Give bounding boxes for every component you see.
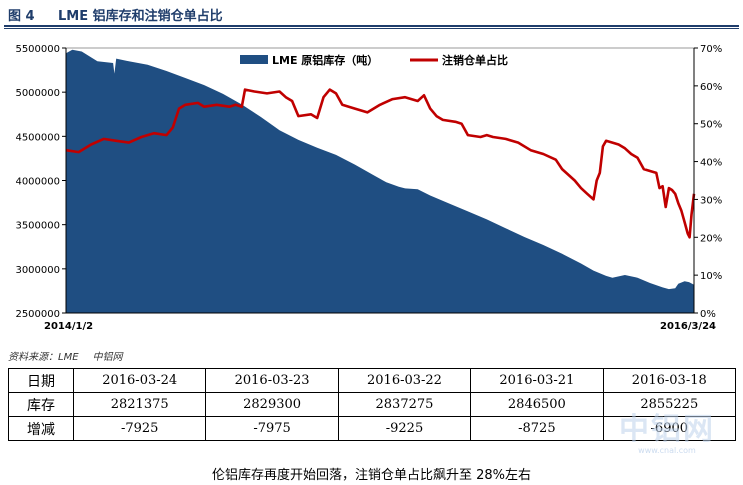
right-tick-label: 50% [700,120,722,131]
figure-number: 图 4 [8,9,35,24]
left-tick-label: 5500000 [15,44,60,55]
table-cell: 2821375 [72,392,207,417]
left-tick-label: 5000000 [15,88,60,99]
row-header: 日期 [8,368,74,393]
left-tick-label: 3500000 [15,221,60,232]
inventory-table: 日期 2016-03-24 2016-03-23 2016-03-22 2016-03-… [8,368,737,441]
row-header: 库存 [8,392,74,417]
table-cell: 2016-03-21 [470,368,604,393]
header-divider [4,25,739,27]
table-cell: -7975 [205,416,339,441]
table-cell: 2016-03-22 [337,368,472,393]
cancelled-warrants-line [65,88,696,239]
table-cell: -6900 [602,416,737,441]
source-label: 资料来源：LME [8,352,79,363]
table-cell: 2837275 [337,392,472,417]
inventory-area [66,49,694,314]
left-tick-label: 3000000 [15,265,60,276]
figure-header: 图 4 LME 铝库存和注销仓单占比 [0,0,743,26]
right-tick-label: 40% [700,158,722,169]
right-tick-label: 10% [700,271,722,282]
right-tick-label: 20% [700,233,722,244]
x-end-label: 2016/3/24 [660,321,716,332]
table-row: 库存 2821375 2829300 2837275 2846500 2855225 [8,392,737,417]
right-tick-label: 0% [700,309,716,320]
table-cell: -8725 [470,416,604,441]
table-cell: 2016-03-24 [72,368,207,393]
row-header: 增减 [8,416,74,441]
right-tick-label: 60% [700,82,722,93]
header-divider-thin [4,28,739,29]
left-tick-label: 4500000 [15,132,60,143]
right-tick-label: 70% [700,44,722,55]
chart-caption: 伦铝库存再度开始回落，注销仓单占比飙升至 28%左右 [211,468,532,483]
table-cell: 2855225 [602,392,737,417]
table-cell: -7925 [72,416,207,441]
source-note: 资料来源：LME 中铝网 [8,348,123,363]
source-org: 中铝网 [92,352,123,363]
legend-swatch-inventory [240,55,268,64]
left-tick-label: 2500000 [15,309,60,320]
x-start-label: 2014/1/2 [44,321,93,332]
table-cell: 2829300 [205,392,339,417]
legend-label-inventory: LME 原铝库存（吨） [272,53,378,67]
left-tick-label: 4000000 [15,177,60,188]
table-cell: 2016-03-23 [205,368,339,393]
table-cell: -9225 [337,416,472,441]
legend-label-ratio: 注销仓单占比 [442,53,508,67]
table-row: 日期 2016-03-24 2016-03-23 2016-03-22 2016-03-… [8,368,737,393]
table-cell: 2846500 [470,392,604,417]
table-cell: 2016-03-18 [602,368,737,393]
right-tick-label: 30% [700,195,722,206]
table-row: 增减 -7925 -7975 -9225 -8725 -6900 [8,416,737,441]
watermark-url: www.cnal.com [638,446,696,455]
inventory-chart: 2500000 3000000 3500000 4000000 4500000 50000… [15,44,722,332]
figure-title: LME 铝库存和注销仓单占比 [58,9,223,24]
